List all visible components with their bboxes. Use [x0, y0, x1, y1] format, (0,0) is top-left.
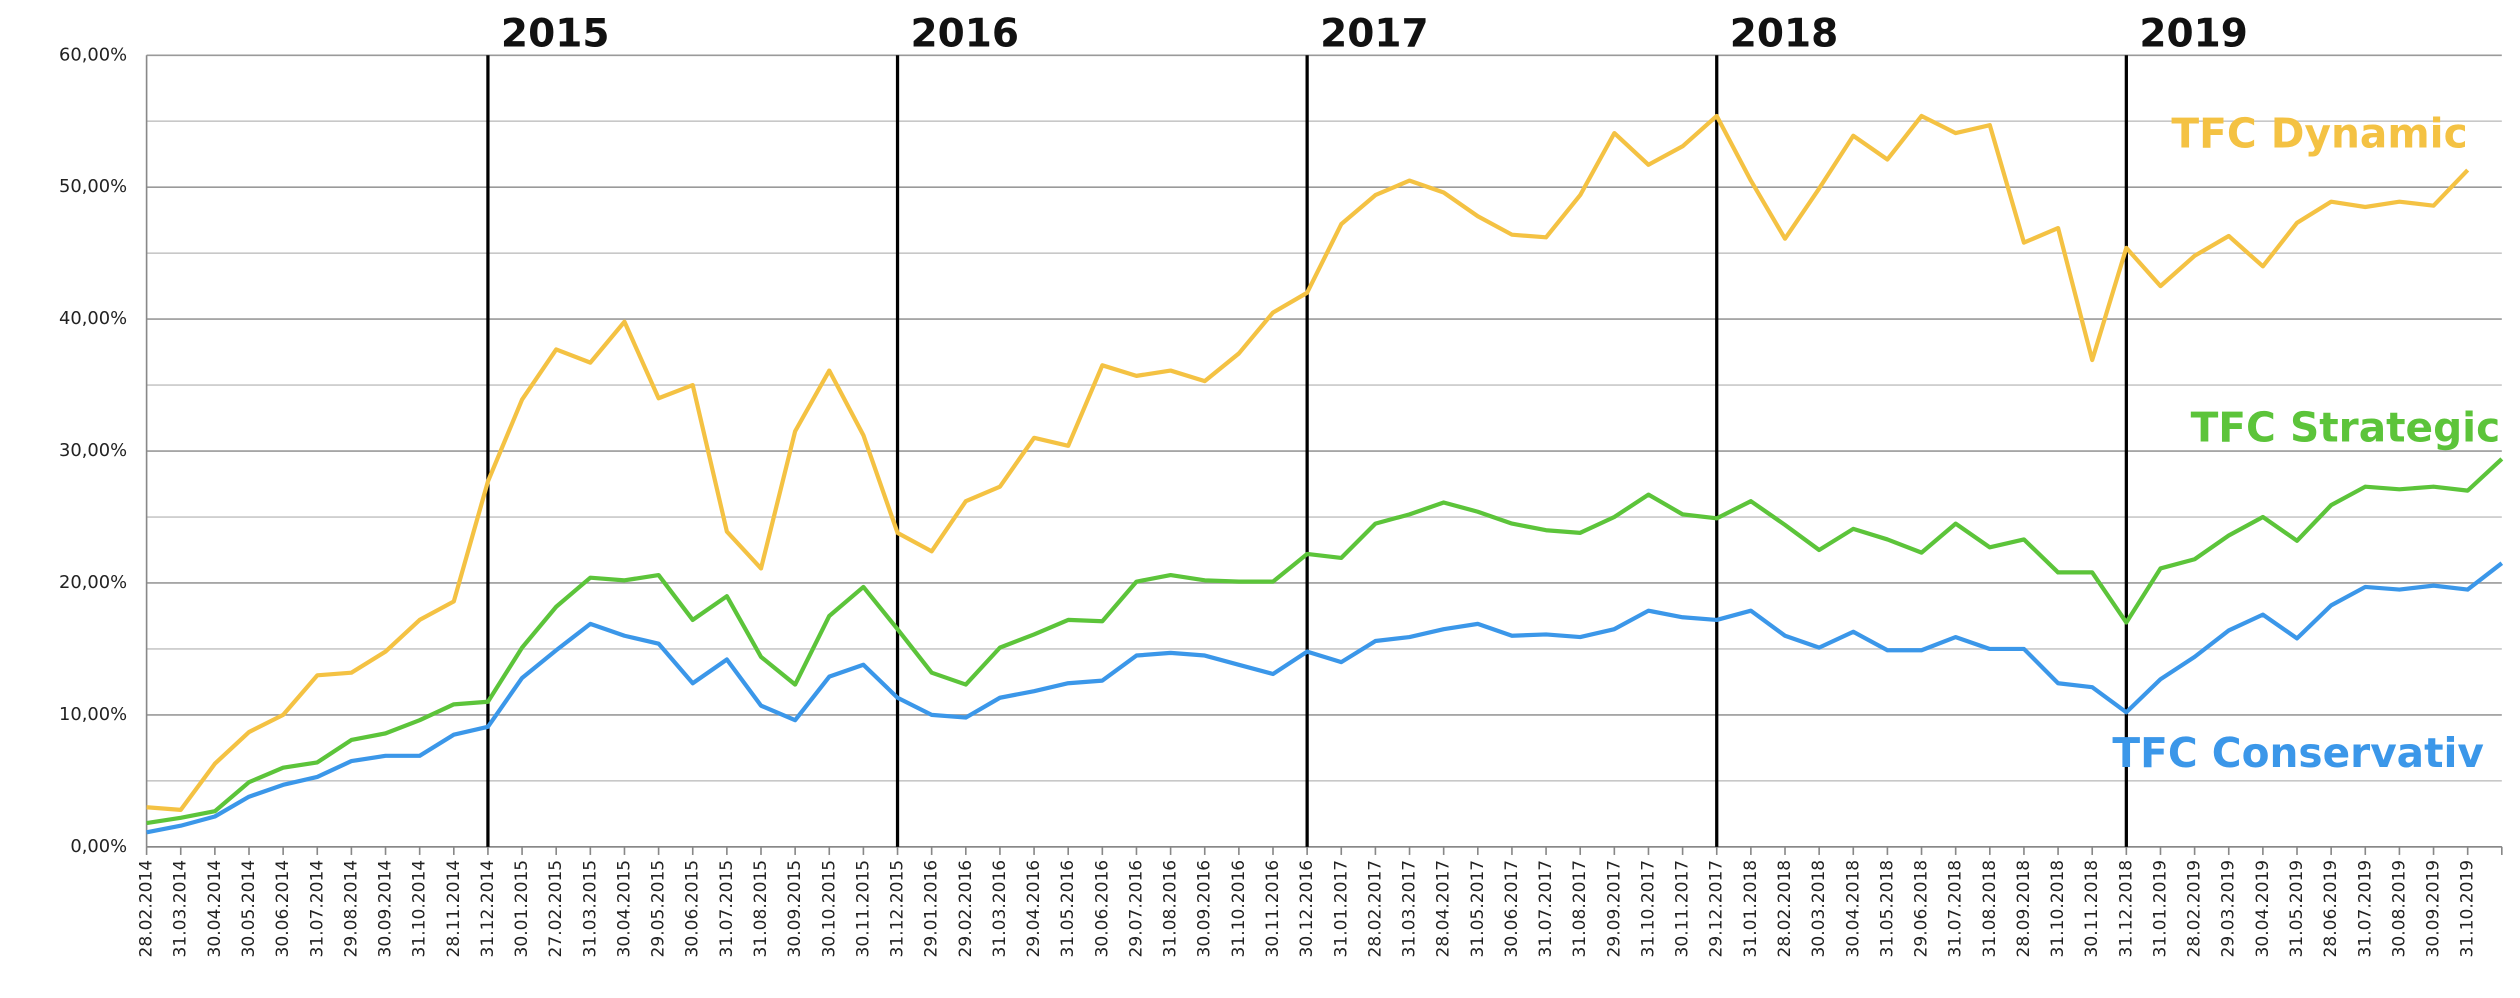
- y-tick-label: 20,00%: [59, 572, 127, 593]
- x-tick-label: 31.01.2018: [1741, 860, 1761, 958]
- x-tick-label: 28.04.2017: [1434, 860, 1454, 958]
- x-tick-label: 31.12.2015: [888, 860, 908, 958]
- x-tick-label: 29.03.2019: [2219, 860, 2239, 958]
- x-tick-label: 28.11.2014: [444, 860, 464, 958]
- x-tick-label: 30.09.2015: [785, 860, 805, 958]
- x-tick-label: 29.05.2015: [649, 860, 669, 958]
- x-tick-label: 29.01.2016: [922, 860, 942, 958]
- x-tick-label: 29.02.2016: [956, 860, 976, 958]
- x-tick-label: 29.07.2016: [1126, 860, 1146, 958]
- x-tick-label: 29.09.2017: [1604, 860, 1624, 958]
- x-tick-label: 31.07.2019: [2355, 860, 2375, 958]
- series-label: TFC Conservativ: [2112, 729, 2484, 777]
- x-tick-label: 31.03.2017: [1400, 860, 1420, 958]
- x-tick-label: 31.07.2014: [307, 860, 327, 958]
- x-tick-label: 31.10.2019: [2458, 860, 2478, 958]
- x-tick-label: 30.11.2018: [2082, 860, 2102, 958]
- x-tick-label: 31.01.2019: [2150, 860, 2170, 958]
- x-tick-label: 31.08.2015: [751, 860, 771, 958]
- series-line: [146, 457, 2504, 826]
- x-tick-label: 30.09.2014: [376, 860, 396, 958]
- x-tick-label: 31.03.2016: [990, 860, 1010, 958]
- x-tick-label: 30.04.2019: [2253, 860, 2273, 958]
- x-tick-label: 30.11.2016: [1263, 860, 1283, 958]
- x-tick-label: 31.05.2019: [2287, 860, 2307, 958]
- year-label: 2019: [2139, 11, 2248, 56]
- x-tick-label: 30.06.2014: [273, 860, 293, 958]
- x-tick-label: 30.04.2014: [205, 860, 225, 958]
- x-tick-label: 31.07.2017: [1536, 860, 1556, 958]
- x-tick-label: 28.02.2019: [2185, 860, 2205, 958]
- x-tick-label: 31.05.2018: [1877, 860, 1897, 958]
- x-tick-label: 28.09.2018: [2014, 860, 2034, 958]
- x-tick-label: 31.10.2016: [1229, 860, 1249, 958]
- x-tick-label: 31.08.2016: [1161, 860, 1181, 958]
- x-tick-label: 30.06.2015: [683, 860, 703, 958]
- x-tick-label: 31.10.2014: [410, 860, 430, 958]
- x-tick-label: 30.09.2019: [2424, 860, 2444, 958]
- x-tick-label: 31.08.2018: [1980, 860, 2000, 958]
- year-label: 2017: [1320, 11, 1429, 56]
- year-label: 2015: [501, 11, 610, 56]
- x-tick-label: 31.03.2014: [171, 860, 191, 958]
- x-tick-label: 30.03.2018: [1809, 860, 1829, 958]
- x-tick-label: 30.04.2018: [1843, 860, 1863, 958]
- x-tick-label: 30.12.2016: [1297, 860, 1317, 958]
- x-tick-label: 30.06.2016: [1092, 860, 1112, 958]
- year-label: 2016: [911, 11, 1020, 56]
- x-tick-label: 31.12.2018: [2116, 860, 2136, 958]
- x-tick-label: 29.06.2018: [1912, 860, 1932, 958]
- y-tick-label: 60,00%: [59, 44, 127, 65]
- x-tick-label: 30.04.2015: [614, 860, 634, 958]
- series-label: TFC Dynamic: [2171, 110, 2467, 158]
- x-tick-label: 31.07.2015: [717, 860, 737, 958]
- x-tick-label: 31.08.2017: [1570, 860, 1590, 958]
- y-tick-label: 40,00%: [59, 308, 127, 329]
- x-tick-label: 31.07.2018: [1946, 860, 1966, 958]
- x-tick-label: 31.12.2014: [478, 860, 498, 958]
- y-tick-label: 10,00%: [59, 704, 127, 725]
- series-line: [146, 561, 2504, 835]
- x-tick-label: 30.08.2019: [2389, 860, 2409, 958]
- x-tick-label: 28.02.2017: [1365, 860, 1385, 958]
- x-tick-label: 28.06.2019: [2321, 860, 2341, 958]
- x-tick-label: 31.01.2017: [1331, 860, 1351, 958]
- x-tick-label: 30.09.2016: [1195, 860, 1215, 958]
- year-label: 2018: [1730, 11, 1839, 56]
- x-tick-label: 31.05.2017: [1468, 860, 1488, 958]
- x-tick-label: 31.05.2016: [1058, 860, 1078, 958]
- series-label: TFC Strategic: [2191, 404, 2501, 452]
- x-tick-label: 30.11.2015: [853, 860, 873, 958]
- y-tick-label: 0,00%: [70, 836, 127, 857]
- x-tick-label: 28.02.2018: [1775, 860, 1795, 958]
- x-tick-label: 30.01.2015: [512, 860, 532, 958]
- x-tick-label: 31.10.2017: [1638, 860, 1658, 958]
- x-tick-label: 29.08.2014: [341, 860, 361, 958]
- x-tick-label: 30.05.2014: [239, 860, 259, 958]
- x-tick-label: 30.10.2015: [819, 860, 839, 958]
- x-tick-label: 30.11.2017: [1673, 860, 1693, 958]
- y-tick-label: 30,00%: [59, 440, 127, 461]
- x-tick-label: 31.10.2018: [2048, 860, 2068, 958]
- series-line: [146, 113, 2470, 813]
- x-tick-label: 29.04.2016: [1024, 860, 1044, 958]
- y-tick-label: 50,00%: [59, 176, 127, 197]
- x-tick-label: 27.02.2015: [546, 860, 566, 958]
- x-tick-label: 31.03.2015: [580, 860, 600, 958]
- x-tick-label: 30.06.2017: [1502, 860, 1522, 958]
- x-tick-label: 28.02.2014: [137, 860, 157, 958]
- x-tick-label: 29.12.2017: [1707, 860, 1727, 958]
